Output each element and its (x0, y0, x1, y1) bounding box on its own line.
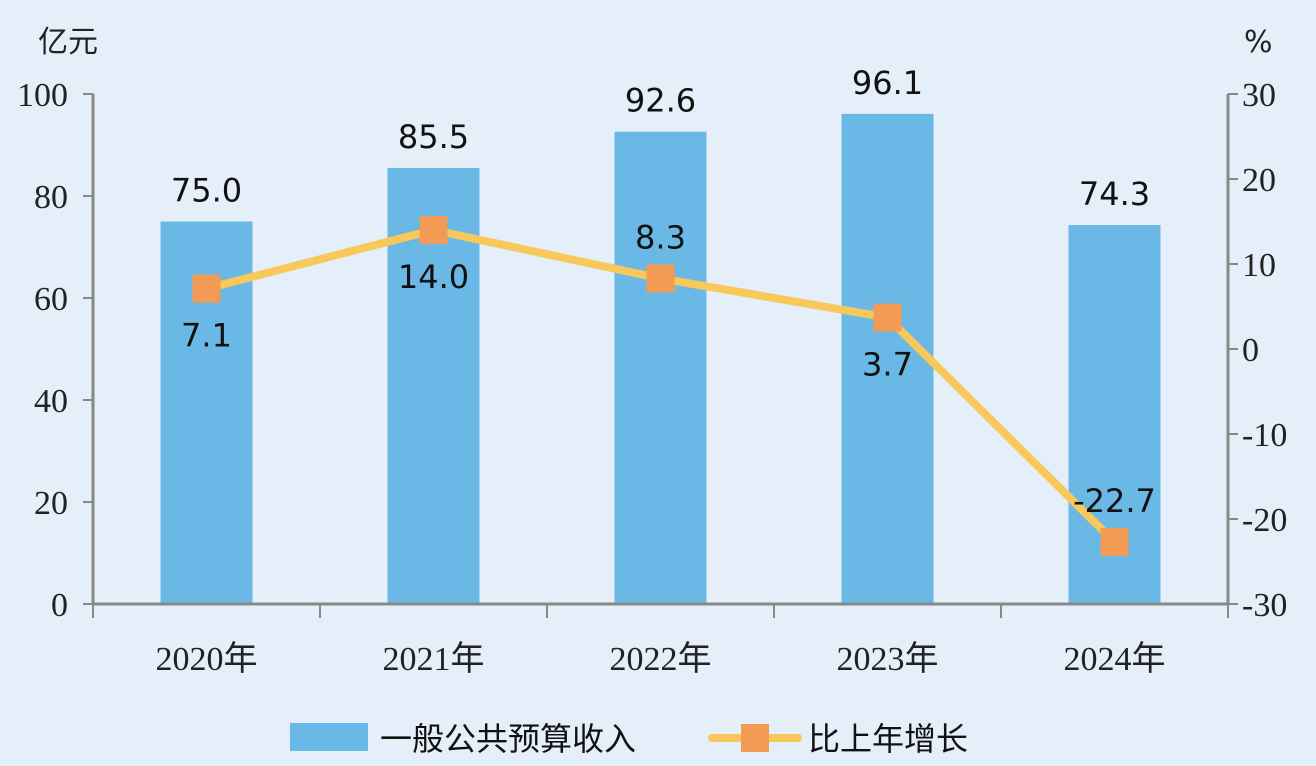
growth-value-label-3: 3.7 (862, 346, 913, 384)
growth-value-label-0: 7.1 (181, 317, 232, 355)
right-tick-label-4: 10 (1242, 247, 1276, 284)
growth-marker-0 (192, 274, 221, 303)
right-tick-label-5: 20 (1242, 162, 1276, 199)
left-tick-label-1: 20 (34, 485, 68, 522)
left-tick-label-3: 60 (34, 281, 68, 318)
bar-2 (614, 131, 707, 605)
right-tick-label-2: -10 (1242, 417, 1287, 454)
right-axis-unit: % (1244, 25, 1273, 60)
legend-line-marker (741, 724, 769, 752)
growth-value-label-1: 14.0 (398, 258, 469, 296)
category-label-4: 2024年 (1064, 640, 1166, 678)
left-axis-unit: 亿元 (38, 25, 98, 60)
axes-layer: 0 20 40 60 80 100 -30 -20 -10 0 10 20 30 2020年 2021年 20… (17, 77, 1287, 678)
growth-marker-2 (646, 264, 675, 293)
growth-line-layer (192, 216, 1129, 556)
bars-layer (160, 113, 1161, 605)
left-tick-label-0: 0 (51, 587, 68, 624)
legend-line-label: 比上年增长 (808, 720, 968, 758)
bar-value-label-2: 92.6 (625, 82, 696, 120)
right-tick-label-1: -20 (1242, 502, 1287, 539)
legend-bar-label: 一般公共预算收入 (380, 720, 636, 758)
left-tick-label-4: 80 (34, 179, 68, 216)
category-label-2: 2022年 (610, 640, 712, 678)
legend: 一般公共预算收入 比上年增长 (290, 720, 968, 758)
bar-value-label-4: 74.3 (1079, 175, 1150, 213)
legend-bar-swatch (290, 723, 368, 751)
growth-marker-3 (873, 303, 902, 332)
bar-3 (841, 113, 934, 604)
growth-value-label-2: 8.3 (635, 218, 686, 256)
bar-value-label-0: 75.0 (171, 172, 242, 210)
growth-value-label-4: -22.7 (1073, 482, 1156, 520)
growth-marker-4 (1100, 527, 1129, 556)
left-tick-label-5: 100 (17, 77, 68, 114)
data-labels-layer: 75.0 85.5 92.6 96.1 74.3 7.1 14.0 8.3 3.7 -22.7 (171, 64, 1156, 520)
bar-value-label-3: 96.1 (852, 64, 923, 102)
category-label-0: 2020年 (156, 640, 258, 678)
right-tick-label-3: 0 (1242, 332, 1259, 369)
growth-marker-1 (419, 216, 448, 244)
category-label-3: 2023年 (837, 640, 939, 678)
left-tick-label-2: 40 (34, 383, 68, 420)
category-label-1: 2021年 (383, 640, 485, 678)
right-tick-label-0: -30 (1242, 587, 1287, 624)
right-tick-label-6: 30 (1242, 77, 1276, 114)
bar-value-label-1: 85.5 (398, 118, 469, 156)
